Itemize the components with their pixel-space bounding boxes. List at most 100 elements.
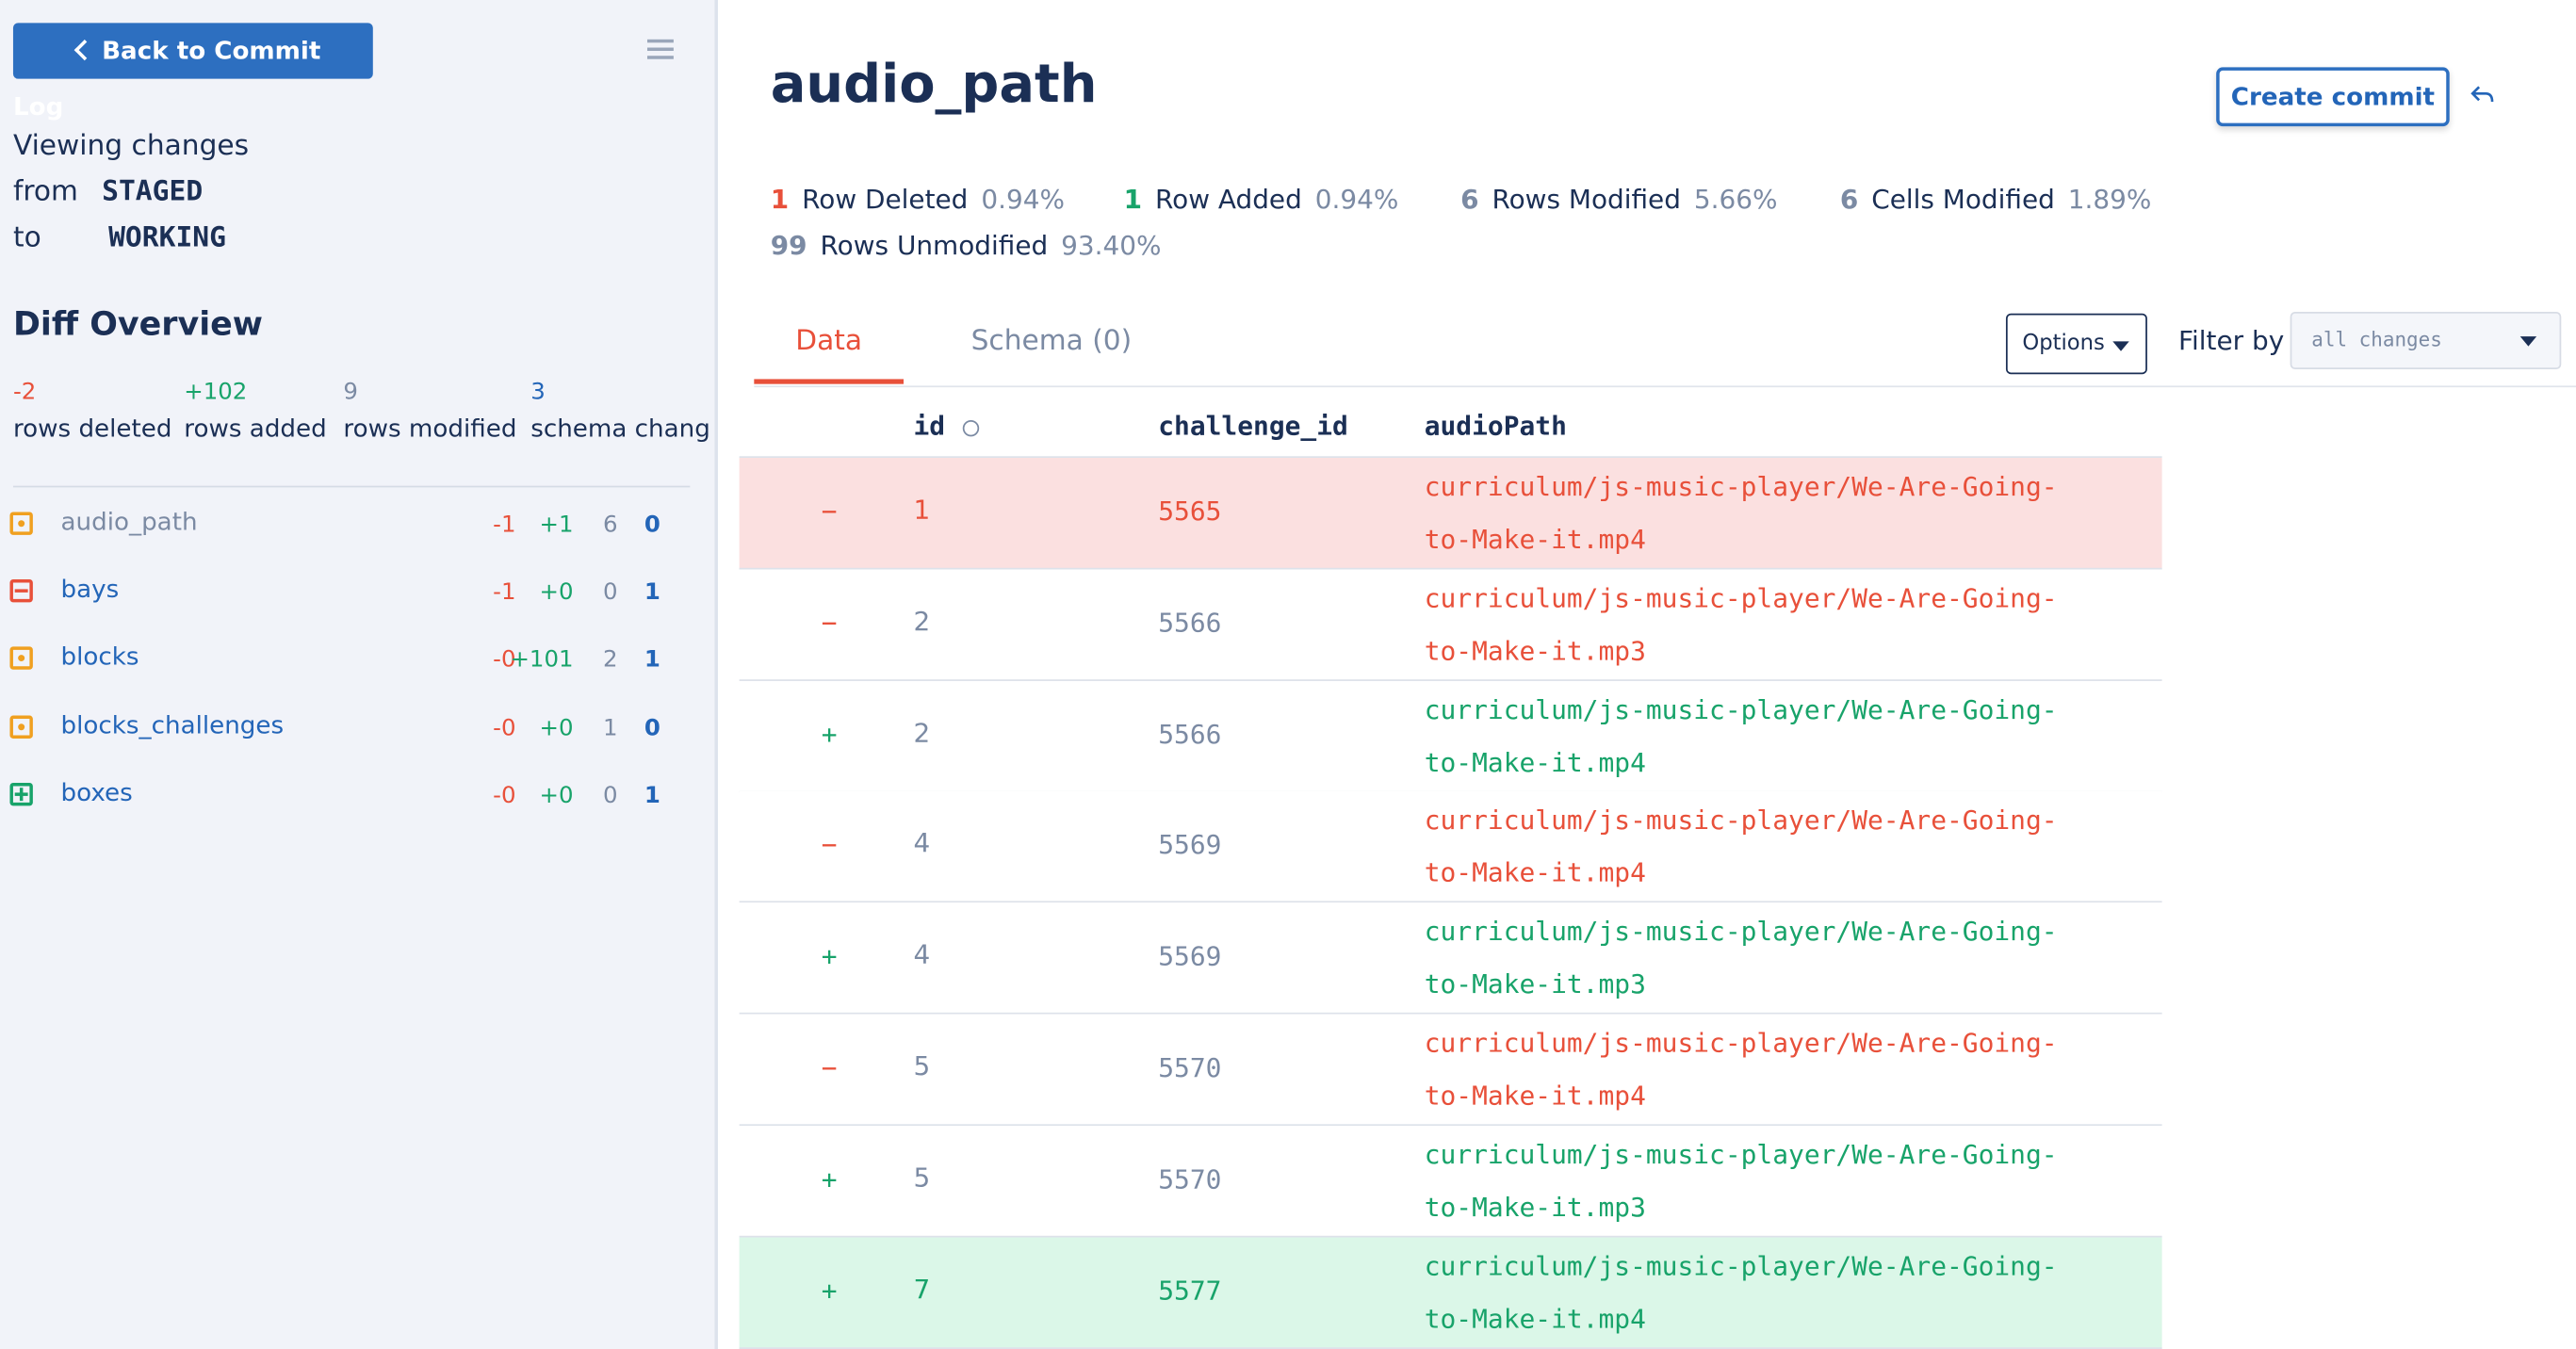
stat-label: Rows Unmodified <box>820 229 1049 261</box>
cell-audio-path: curriculum/js-music-player/We-Are-Going-… <box>1424 582 2058 666</box>
stat: 1 Row Deleted 0.94% <box>771 184 1065 215</box>
options-button[interactable]: Options <box>2005 313 2147 375</box>
filter-label: Filter by <box>2178 324 2285 357</box>
cell-challenge-id: 5566 <box>1158 607 1222 639</box>
table-name: boxes <box>60 777 133 807</box>
page-title: audio_path <box>770 52 1098 115</box>
cell-challenge-id: 5565 <box>1158 496 1222 528</box>
cell-challenge-id: 5569 <box>1158 829 1222 861</box>
stat-count: 1 <box>1123 184 1143 216</box>
undo-icon[interactable] <box>2470 84 2496 106</box>
summary-value: -2 <box>12 379 37 406</box>
stat-count: 99 <box>770 229 807 261</box>
modified-count: 0 <box>603 579 618 607</box>
stat-percent: 0.94% <box>1314 184 1399 216</box>
cell-challenge-id: 5577 <box>1158 1274 1222 1306</box>
added-count: +101 <box>510 647 574 674</box>
summary-label: rows modified <box>343 414 517 444</box>
table-item[interactable]: boxes -0 +0 0 1 <box>0 776 690 825</box>
deleted-count: -1 <box>493 579 516 607</box>
from-label: from <box>12 175 78 209</box>
summary-label: rows added <box>184 414 327 444</box>
modified-count: 2 <box>603 647 618 674</box>
cell-audio-path: curriculum/js-music-player/We-Are-Going-… <box>1424 470 2058 555</box>
modified-count: 6 <box>603 512 618 539</box>
row-marker: − <box>821 607 838 639</box>
diff-row: +4 5569 curriculum/js-music-player/We-Are-… <box>739 902 2162 1015</box>
stat: 6 Rows Modified 5.66% <box>1460 184 1777 215</box>
stat: 6 Cells Modified 1.89% <box>1840 184 2152 215</box>
row-marker: + <box>821 940 838 972</box>
status-icon <box>9 782 33 806</box>
cell-id: 5 <box>913 1162 931 1194</box>
row-marker: + <box>821 718 838 750</box>
table-item[interactable]: blocks -0 +101 2 1 <box>0 641 690 690</box>
key-icon <box>962 419 980 437</box>
status-icon <box>9 579 33 603</box>
to-label: to <box>12 221 41 255</box>
cell-audio-path: curriculum/js-music-player/We-Are-Going-… <box>1424 916 2058 1000</box>
cell-id: 2 <box>913 605 931 637</box>
table-item[interactable]: blocks_challenges -0 +0 1 0 <box>0 708 690 757</box>
schema-count: 1 <box>644 579 660 607</box>
column-header[interactable]: challenge_id <box>1158 410 1348 442</box>
diff-row: − 2 5566 curriculum/js-music-player/We-Are-… <box>739 569 2162 681</box>
row-marker: − <box>821 829 838 861</box>
table-name: bays <box>60 575 120 605</box>
table-name: blocks_challenges <box>60 709 285 740</box>
table-name: audio_path <box>60 507 198 537</box>
added-count: +0 <box>539 714 574 741</box>
deleted-count: -0 <box>493 647 516 674</box>
diff-row: − 5 5570 curriculum/js-music-player/We-Are-… <box>739 1014 2162 1127</box>
status-glyph <box>18 655 25 662</box>
column-header[interactable]: id <box>913 410 946 442</box>
stat-label: Cells Modified <box>1871 184 2055 216</box>
status-glyph <box>14 589 28 593</box>
modified-count: 0 <box>603 782 618 809</box>
summary-label: rows deleted <box>12 414 172 444</box>
table-name: blocks <box>60 642 139 673</box>
filter-select[interactable]: all changes <box>2290 311 2562 369</box>
row-marker: − <box>821 496 838 528</box>
cell-audio-path: curriculum/js-music-player/We-Are-Going-… <box>1424 693 2058 778</box>
stat-count: 6 <box>1460 184 1479 216</box>
sidebar: Back to Commit Log Viewing changes from … <box>0 0 718 1349</box>
cell-id: 5 <box>913 1049 931 1082</box>
status-glyph <box>18 723 25 730</box>
stat-count: 1 <box>770 184 790 216</box>
diff-row: +2 5566 curriculum/js-music-player/We-Are-… <box>739 680 2162 792</box>
column-header[interactable]: audioPath <box>1424 410 1567 442</box>
divider <box>12 485 691 488</box>
from-value: STAGED <box>102 175 204 209</box>
tab-divider <box>754 385 2576 388</box>
menu-icon[interactable] <box>646 39 674 59</box>
status-icon <box>9 714 33 739</box>
diff-row: +7 5577 curriculum/js-music-player/We-Are-… <box>739 1236 2162 1349</box>
diff-row: +5 5570 curriculum/js-music-player/We-Are-… <box>739 1125 2162 1238</box>
filter-value: all changes <box>2311 328 2442 351</box>
table-item[interactable]: bays -1 +0 0 1 <box>0 573 690 622</box>
tab[interactable]: Schema (0) <box>970 324 1133 358</box>
row-marker: + <box>821 1274 838 1306</box>
stat-percent: 5.66% <box>1693 184 1778 216</box>
deleted-count: -0 <box>493 714 516 741</box>
table-item[interactable]: audio_path -1 +1 6 0 <box>0 506 690 555</box>
options-label: Options <box>2022 331 2105 357</box>
create-commit-button[interactable]: Create commit <box>2216 67 2450 127</box>
cell-challenge-id: 5566 <box>1158 718 1222 750</box>
summary-label: schema chang <box>530 414 710 444</box>
deleted-count: -0 <box>493 782 516 809</box>
stat-count: 6 <box>1839 184 1859 216</box>
status-glyph <box>19 787 24 801</box>
schema-count: 1 <box>644 782 660 809</box>
back-button[interactable]: Back to Commit Log <box>12 23 373 122</box>
status-icon <box>9 647 33 671</box>
status-glyph <box>18 520 25 528</box>
cell-challenge-id: 5570 <box>1158 1051 1222 1083</box>
stat: 1 Row Added 0.94% <box>1124 184 1399 215</box>
tab[interactable]: Data <box>795 324 863 358</box>
cell-audio-path: curriculum/js-music-player/We-Are-Going-… <box>1424 1249 2058 1334</box>
schema-count: 0 <box>644 714 660 741</box>
summary-value: 3 <box>530 379 546 406</box>
cell-audio-path: curriculum/js-music-player/We-Are-Going-… <box>1424 805 2058 889</box>
